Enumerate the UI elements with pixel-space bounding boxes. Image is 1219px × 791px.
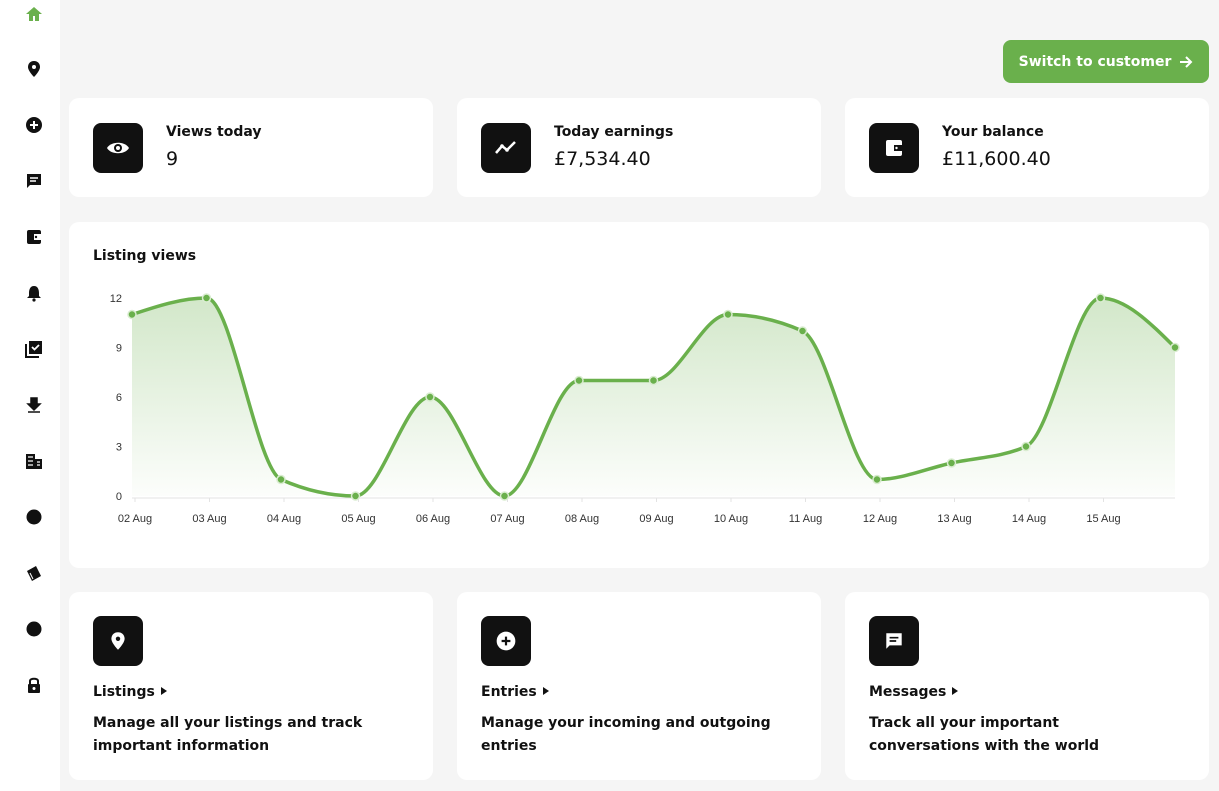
- caret-icon: [160, 687, 167, 695]
- x-tick-label: 04 Aug: [267, 513, 301, 525]
- dot-icon[interactable]: [24, 507, 44, 527]
- add-icon: [496, 631, 516, 651]
- point: [648, 375, 659, 386]
- card-title-text[interactable]: Listings: [93, 684, 155, 700]
- point: [276, 474, 286, 485]
- x-tick-label: 07 Aug: [490, 513, 524, 525]
- alarm-icon[interactable]: [24, 283, 44, 303]
- chart-card: Listing views 0 3 6 9 12 02 Aug 03 Aug 04 Aug 05…: [69, 222, 1209, 568]
- chart-title: Listing views: [93, 248, 197, 264]
- home-icon[interactable]: [24, 4, 44, 24]
- x-tick-label: 11 Aug: [789, 513, 822, 525]
- y-tick-label: 9: [116, 343, 122, 355]
- stat-value: £11,600.40: [942, 148, 1051, 170]
- x-tick-label: 15 Aug: [1086, 513, 1120, 525]
- stat-value: 9: [166, 148, 179, 170]
- x-tick-label: 02 Aug: [118, 513, 152, 525]
- card-title[interactable]: Entries: [481, 684, 550, 700]
- message-icon[interactable]: [24, 171, 44, 191]
- card-description: Track all your important conversations w…: [869, 715, 1100, 754]
- location-icon: [111, 632, 125, 650]
- caret-icon: [952, 687, 959, 695]
- icon-tile: [93, 616, 143, 666]
- stat-label: Your balance: [942, 124, 1044, 140]
- y-tick-label: 3: [116, 442, 122, 454]
- checklist-icon[interactable]: [24, 339, 44, 359]
- x-tick-label: 06 Aug: [416, 513, 450, 525]
- message-icon: [886, 633, 902, 649]
- point: [425, 392, 435, 402]
- line: [131, 296, 1177, 498]
- point: [872, 474, 882, 485]
- nav-card[interactable]: Listings Manage all your listings and tr…: [69, 592, 433, 780]
- y-tick-label: 12: [110, 293, 122, 305]
- card-title-text[interactable]: Messages: [869, 684, 947, 700]
- stat-card: Today earnings £7,534.40: [457, 98, 821, 197]
- wallet-icon[interactable]: [24, 227, 44, 247]
- nav-card[interactable]: Entries Manage your incoming and outgoin…: [457, 592, 821, 780]
- x-tick-label: 09 Aug: [639, 513, 673, 525]
- card-description: Manage all your listings and track impor…: [93, 715, 363, 754]
- download-icon[interactable]: [24, 395, 44, 415]
- icon-tile: [869, 123, 919, 173]
- wallet-icon: [886, 140, 902, 156]
- icon-tile: [481, 123, 531, 173]
- stat-card: Views today 9: [69, 98, 433, 197]
- y-tick-label: 6: [116, 392, 122, 404]
- stat-value: £7,534.40: [554, 148, 651, 170]
- x-tick-label: 05 Aug: [341, 513, 375, 525]
- building-icon[interactable]: [24, 451, 44, 471]
- x-tick-label: 08 Aug: [565, 513, 599, 525]
- arrow-icon: [1180, 55, 1193, 68]
- chart: 0 3 6 9 12 02 Aug 03 Aug 04 Aug 05 Aug 06 Aug 07 A…: [110, 293, 1180, 525]
- y-tick-label: 0: [116, 491, 122, 503]
- stat-label: Today earnings: [554, 124, 674, 140]
- point: [1021, 441, 1031, 452]
- icon-tile: [93, 123, 143, 173]
- point: [201, 293, 212, 303]
- lock-icon[interactable]: [24, 675, 44, 695]
- point: [723, 309, 733, 320]
- card-description: Manage your incoming and outgoing entrie…: [481, 715, 771, 754]
- point: [127, 309, 137, 320]
- point: [1095, 293, 1106, 303]
- location-icon[interactable]: [24, 59, 44, 79]
- point: [499, 491, 510, 501]
- card-title-text[interactable]: Entries: [481, 684, 537, 700]
- area: [132, 298, 1175, 496]
- trend-icon: [495, 141, 516, 154]
- point: [946, 458, 957, 468]
- x-tick-label: 13 Aug: [937, 513, 971, 525]
- switch-button[interactable]: Switch to customer: [1003, 40, 1209, 83]
- sidebar: [0, 0, 60, 791]
- stat-card: Your balance £11,600.40: [845, 98, 1209, 197]
- point: [797, 326, 808, 336]
- point: [574, 375, 584, 386]
- add-icon[interactable]: [24, 115, 44, 135]
- icon-tile: [869, 616, 919, 666]
- card-title[interactable]: Listings: [93, 684, 168, 700]
- nav-card[interactable]: Messages Track all your important conver…: [845, 592, 1209, 780]
- button-label[interactable]: Switch to customer: [1018, 53, 1172, 70]
- dot-icon[interactable]: [24, 619, 44, 639]
- icon-tile: [481, 616, 531, 666]
- eye-icon: [107, 142, 129, 154]
- stat-label: Views today: [166, 124, 262, 140]
- x-tick-label: 10 Aug: [714, 513, 748, 525]
- x-tick-label: 14 Aug: [1012, 513, 1046, 525]
- point: [1170, 342, 1180, 353]
- tickets-icon[interactable]: [24, 563, 44, 583]
- card-title[interactable]: Messages: [869, 684, 959, 700]
- x-tick-label: 12 Aug: [863, 513, 897, 525]
- x-tick-label: 03 Aug: [192, 513, 226, 525]
- caret-icon: [542, 687, 549, 695]
- point: [350, 491, 361, 501]
